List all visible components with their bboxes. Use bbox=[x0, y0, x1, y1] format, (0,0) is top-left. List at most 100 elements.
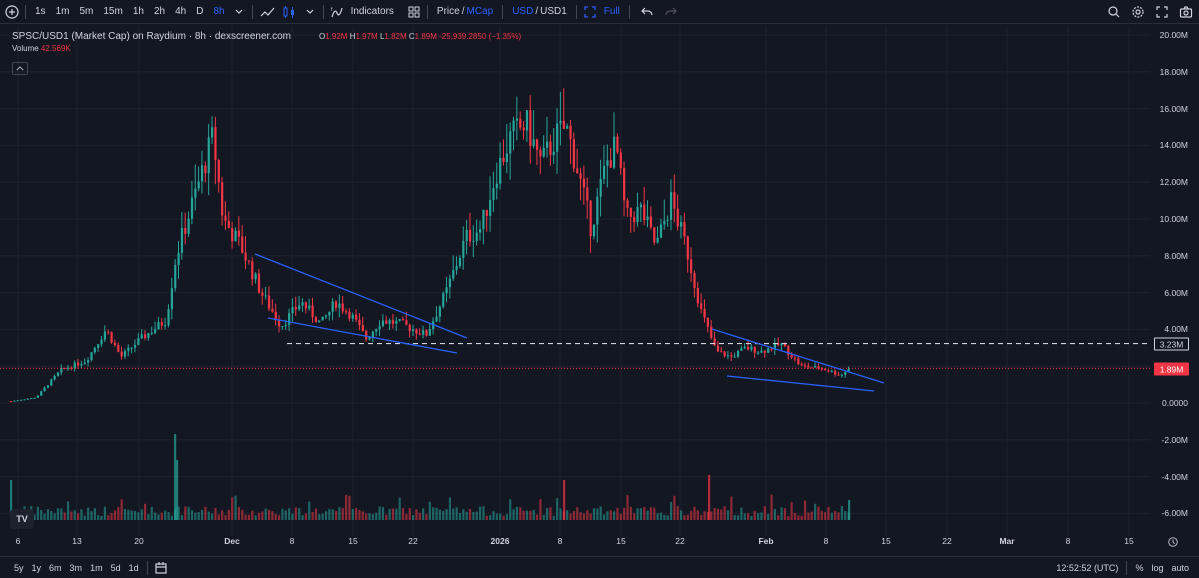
slash-separator: / bbox=[461, 6, 465, 17]
candle-body bbox=[257, 273, 261, 293]
candles-chart-type-icon[interactable] bbox=[279, 3, 301, 21]
quick-search-icon[interactable] bbox=[1105, 3, 1123, 21]
usd1-toggle[interactable]: USD1 bbox=[540, 6, 567, 17]
chevron-down-icon[interactable] bbox=[301, 3, 319, 21]
volume-bar bbox=[686, 514, 689, 520]
interval-5m[interactable]: 5m bbox=[79, 6, 94, 17]
candle-body bbox=[455, 266, 458, 270]
volume-bar bbox=[321, 513, 324, 520]
volume-bar bbox=[438, 509, 441, 520]
indicators-button[interactable]: Indicators bbox=[350, 6, 394, 17]
range-1y[interactable]: 1y bbox=[31, 562, 42, 573]
candle-body bbox=[747, 346, 750, 350]
volume-bar bbox=[693, 506, 696, 520]
volume-bar bbox=[395, 508, 398, 520]
candle-body bbox=[100, 339, 103, 345]
volume-bar bbox=[757, 513, 760, 520]
candle-body bbox=[234, 230, 237, 242]
usd-toggle[interactable]: USD bbox=[512, 6, 534, 17]
tradingview-logo[interactable]: TV bbox=[10, 509, 34, 529]
interval-4h[interactable]: 4h bbox=[175, 6, 187, 17]
candle-body bbox=[204, 165, 207, 174]
indicators-icon[interactable]: f bbox=[328, 3, 346, 21]
add-symbol-icon[interactable] bbox=[3, 3, 21, 21]
screenshot-camera-icon[interactable] bbox=[1177, 3, 1195, 21]
interval-15m[interactable]: 15m bbox=[103, 6, 123, 17]
candle-body bbox=[666, 219, 669, 221]
volume-bar bbox=[435, 507, 438, 520]
interval-1m[interactable]: 1m bbox=[55, 6, 70, 17]
volume-bar bbox=[341, 508, 344, 520]
range-3m[interactable]: 3m bbox=[69, 562, 83, 573]
date-range-calendar-icon[interactable] bbox=[152, 559, 170, 577]
volume-bar bbox=[100, 515, 103, 520]
candle-body bbox=[683, 222, 686, 237]
mcap-toggle[interactable]: MCap bbox=[466, 6, 494, 17]
volume-bar bbox=[730, 496, 733, 520]
candle-body bbox=[753, 346, 756, 353]
chevron-down-icon[interactable] bbox=[230, 3, 248, 21]
slash-separator: / bbox=[535, 6, 539, 17]
candle-body bbox=[723, 351, 726, 357]
range-5d[interactable]: 5d bbox=[110, 562, 121, 573]
interval-1s[interactable]: 1s bbox=[35, 6, 46, 17]
candle-body bbox=[23, 399, 26, 401]
legend-title[interactable]: SPSC/USD1 (Market Cap) on Raydium · 8h ·… bbox=[12, 30, 291, 42]
candle-body bbox=[472, 241, 475, 243]
volume-bar bbox=[619, 513, 622, 520]
percent-toggle[interactable]: % bbox=[1135, 562, 1144, 573]
scroll-to-realtime-icon[interactable] bbox=[1167, 536, 1179, 551]
candle-body bbox=[103, 331, 106, 340]
layouts-grid-icon[interactable] bbox=[405, 3, 423, 21]
line-chart-type-icon[interactable] bbox=[257, 3, 279, 21]
interval-1h[interactable]: 1h bbox=[132, 6, 144, 17]
volume-bar bbox=[204, 506, 207, 520]
volume-bar bbox=[264, 508, 267, 520]
price-toggle[interactable]: Price bbox=[436, 6, 460, 17]
volume-bar bbox=[475, 511, 478, 520]
interval-8h[interactable]: 8h bbox=[213, 6, 225, 17]
settings-gear-icon[interactable] bbox=[1129, 3, 1147, 21]
range-1d[interactable]: 1d bbox=[128, 562, 139, 573]
candle-body bbox=[368, 337, 371, 340]
candle-body bbox=[428, 329, 431, 336]
divider bbox=[426, 4, 428, 19]
candle-body bbox=[298, 305, 301, 310]
time-axis[interactable]: 6 13 20 Dec 8 15 22 2026 8 15 22 Feb 8 15 22 Mar 8 15 bbox=[0, 536, 1150, 550]
candle-body bbox=[110, 332, 113, 343]
clock-time[interactable]: 12:52:52 (UTC) bbox=[1056, 562, 1119, 573]
auto-toggle[interactable]: auto bbox=[1171, 562, 1189, 573]
candle-body bbox=[844, 372, 847, 375]
volume-bar bbox=[482, 506, 485, 520]
candle-body bbox=[827, 370, 830, 372]
candle-body bbox=[345, 311, 348, 313]
full-button[interactable]: Full bbox=[603, 6, 620, 17]
candle-body bbox=[636, 207, 639, 223]
candle-body bbox=[532, 139, 535, 147]
interval-D[interactable]: D bbox=[196, 6, 204, 17]
range-5y[interactable]: 5y bbox=[14, 562, 24, 573]
range-6m[interactable]: 6m bbox=[49, 562, 62, 573]
candle-body bbox=[174, 265, 177, 289]
fullscreen-expand-icon[interactable] bbox=[1153, 3, 1171, 21]
log-toggle[interactable]: log bbox=[1151, 562, 1164, 573]
volume-bar bbox=[170, 515, 173, 520]
candle-body bbox=[623, 168, 626, 201]
volume-bar bbox=[559, 508, 562, 520]
volume-bar bbox=[613, 511, 616, 520]
volume-bar bbox=[133, 510, 137, 520]
time-axis-label: 13 bbox=[72, 536, 82, 546]
interval-2h[interactable]: 2h bbox=[153, 6, 166, 17]
volume-bar bbox=[197, 512, 200, 520]
candle-body bbox=[552, 151, 555, 155]
price-chart[interactable] bbox=[0, 26, 1150, 536]
undo-icon[interactable] bbox=[638, 3, 656, 21]
collapse-legend-button[interactable] bbox=[12, 62, 28, 75]
range-1m[interactable]: 1m bbox=[90, 562, 103, 573]
candle-body bbox=[164, 325, 167, 327]
price-axis[interactable]: 20.00M 18.00M 16.00M 14.00M 12.00M 10.00M 8.00… bbox=[1150, 24, 1199, 554]
redo-icon[interactable] bbox=[662, 3, 680, 21]
volume-bar bbox=[80, 509, 83, 520]
close-value: 1.89M bbox=[414, 31, 437, 41]
fullscreen-icon[interactable] bbox=[581, 3, 599, 21]
